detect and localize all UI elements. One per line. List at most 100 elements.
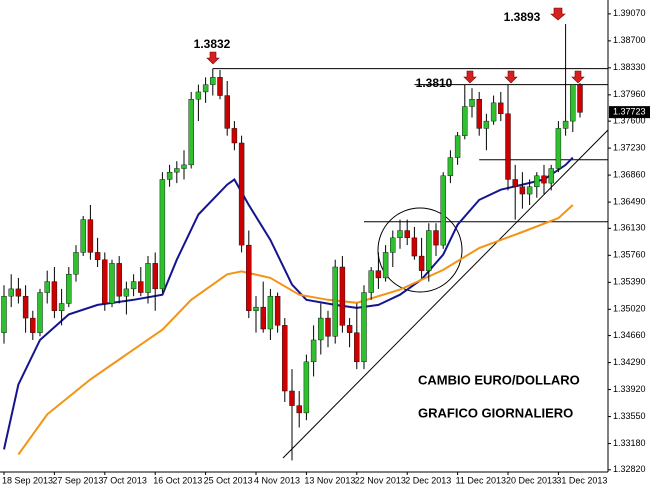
candle-body (231, 128, 238, 144)
candle-body (555, 128, 562, 169)
candle-body (368, 270, 374, 293)
candle-body (123, 288, 130, 297)
candle-body (267, 295, 274, 330)
candle-body (397, 230, 403, 239)
y-tick-label: 1.35020 (613, 304, 646, 314)
candle-body (174, 168, 180, 173)
candle-body (1, 295, 7, 333)
x-tick-label: 2 Dec 2013 (405, 475, 451, 485)
y-tick-label: 1.36130 (613, 223, 646, 233)
candle-body (166, 171, 173, 180)
y-tick-label: 1.37600 (613, 115, 646, 125)
candle-body (145, 263, 151, 293)
candle-body (80, 219, 86, 253)
candle-body (102, 259, 108, 304)
y-tick-label: 1.39070 (613, 8, 646, 18)
candle-body (332, 266, 338, 337)
candle-body (181, 164, 187, 169)
candle-body (426, 230, 432, 271)
y-tick-label: 1.37960 (613, 89, 646, 99)
candle-body (490, 102, 497, 122)
candle-body (217, 77, 223, 96)
candle-body (325, 317, 331, 337)
arrow (571, 70, 585, 84)
candle-body (346, 325, 353, 333)
candle-body (116, 263, 122, 297)
candle-body (246, 244, 252, 311)
x-tick-label: 11 Dec 2013 (456, 475, 506, 485)
annotation: GRAFICO GIORNALIERO (418, 405, 573, 420)
candle-body (519, 186, 526, 195)
candle-body (22, 295, 29, 319)
candle-body (51, 281, 58, 311)
y-tick-label: 1.38330 (613, 62, 646, 72)
candle-body (296, 405, 302, 414)
candle-body (512, 179, 518, 187)
y-tick-label: 1.34660 (613, 330, 646, 340)
y-tick-label: 1.33920 (613, 384, 646, 394)
x-tick-label: 4 Nov 2013 (254, 475, 300, 485)
last-price-label: 1.37723 (613, 107, 646, 117)
y-tick-label: 1.35760 (613, 250, 646, 260)
arrow (206, 51, 220, 65)
candle-body (541, 175, 547, 184)
last-price-box (609, 106, 650, 119)
candle-body (534, 175, 540, 187)
candle-body (66, 274, 72, 304)
candle-body (188, 99, 194, 166)
annotation: 1.3810 (416, 76, 453, 90)
x-tick-label: 22 Nov 2013 (355, 475, 406, 485)
candle-body (152, 263, 158, 290)
candle-body (289, 390, 295, 406)
candle-body (224, 95, 230, 129)
arrow (504, 70, 518, 84)
candle-body (469, 99, 475, 107)
candle-body (454, 135, 461, 158)
candle-body (476, 99, 482, 129)
arrow (550, 7, 566, 21)
candle-body (562, 120, 569, 129)
candle-body (375, 270, 382, 279)
candle-body (433, 230, 439, 246)
candle-body (260, 306, 266, 330)
candle-body (303, 361, 310, 414)
candle-body (138, 281, 144, 293)
highlight-circle (377, 207, 463, 293)
y-tick-label: 1.37230 (613, 142, 646, 152)
candle-body (202, 84, 209, 93)
candle-body (210, 77, 216, 85)
moving-average (17, 204, 574, 456)
candle-body (73, 252, 79, 275)
candle-body (94, 252, 101, 260)
candle-body (498, 102, 504, 115)
y-tick-label: 1.33550 (613, 411, 646, 421)
candle-body (238, 142, 245, 246)
candle-body (577, 84, 583, 113)
candle-body (548, 168, 554, 184)
candle-body (274, 295, 281, 326)
candle-body (195, 91, 202, 100)
candle-body (404, 230, 410, 239)
candle-body (339, 266, 346, 326)
candle-body (411, 237, 418, 257)
candle-body (361, 292, 367, 363)
candle-body (354, 332, 360, 363)
moving-average (3, 156, 574, 450)
x-tick-label: 31 Dec 2013 (556, 475, 607, 485)
x-tick-label: 18 Sep 2013 (2, 475, 53, 485)
candle-body (8, 288, 14, 297)
candle-body (318, 317, 324, 341)
candle-body (382, 252, 389, 279)
candle-body (310, 339, 317, 363)
candle-body (30, 317, 36, 333)
y-tick-label: 1.36490 (613, 196, 646, 206)
y-tick-label: 1.35390 (613, 277, 646, 287)
candle-body (282, 325, 288, 392)
y-tick-label: 1.32820 (613, 464, 646, 474)
arrows (206, 7, 585, 84)
candle-body (37, 292, 43, 333)
candle-body (526, 186, 533, 195)
candle-body (570, 84, 576, 122)
